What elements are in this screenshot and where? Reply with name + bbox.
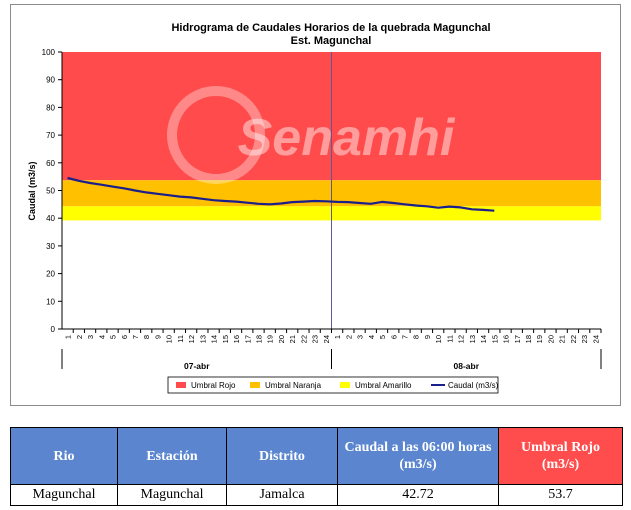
x-tick-label: 1 bbox=[333, 335, 342, 339]
x-tick-label: 7 bbox=[401, 335, 410, 339]
x-tick-label: 10 bbox=[434, 335, 443, 343]
header-caudal: Caudal a las 06:00 horas (m3/s) bbox=[337, 427, 499, 485]
y-tick-label: 40 bbox=[46, 214, 55, 223]
series-line-caudal bbox=[67, 176, 495, 212]
day-label: 07-abr bbox=[184, 361, 210, 371]
x-tick-label: 20 bbox=[547, 335, 556, 343]
chart-subtitle: Est. Magunchal bbox=[291, 35, 372, 47]
x-tick-label: 12 bbox=[187, 335, 196, 343]
y-tick-label: 20 bbox=[46, 270, 55, 279]
x-tick-label: 17 bbox=[513, 335, 522, 343]
x-tick-label: 1 bbox=[64, 335, 73, 339]
legend-swatch bbox=[250, 382, 260, 388]
x-tick-label: 4 bbox=[367, 335, 376, 339]
legend-entry: Caudal (m3/s) bbox=[448, 381, 499, 390]
y-tick-label: 100 bbox=[42, 48, 56, 57]
x-tick-label: 10 bbox=[165, 335, 174, 343]
x-tick-label: 8 bbox=[412, 335, 421, 339]
chart-frame: Hidrograma de Caudales Horarios de la qu… bbox=[10, 4, 621, 406]
x-tick-label: 8 bbox=[142, 335, 151, 339]
watermark-text: Senamhi bbox=[238, 109, 456, 167]
x-tick-label: 3 bbox=[356, 335, 365, 339]
chart-title: Hidrograma de Caudales Horarios de la qu… bbox=[171, 22, 490, 34]
x-tick-label: 24 bbox=[322, 335, 331, 343]
x-tick-label: 11 bbox=[445, 335, 454, 343]
x-tick-label: 23 bbox=[311, 335, 320, 343]
x-tick-label: 21 bbox=[288, 335, 297, 343]
cell-rio: Magunchal bbox=[10, 484, 118, 506]
day-label: 08-abr bbox=[453, 361, 479, 371]
hydrograph-chart: Hidrograma de Caudales Horarios de la qu… bbox=[27, 22, 602, 394]
x-tick-label: 19 bbox=[535, 335, 544, 343]
chart-legend: Umbral Rojo Umbral Naranja Umbral Amarillo… bbox=[167, 376, 499, 394]
cell-distrito: Jamalca bbox=[226, 484, 338, 506]
x-tick-label: 21 bbox=[558, 335, 567, 343]
y-tick-label: 30 bbox=[46, 242, 55, 251]
x-tick-label: 22 bbox=[569, 335, 578, 343]
x-tick-label: 15 bbox=[490, 335, 499, 343]
legend-entry: Umbral Naranja bbox=[265, 381, 322, 390]
cell-caudal: 42.72 bbox=[337, 484, 499, 506]
y-tick-label: 70 bbox=[46, 131, 55, 140]
x-tick-label: 23 bbox=[580, 335, 589, 343]
x-tick-label: 9 bbox=[423, 335, 432, 339]
x-tick-label: 14 bbox=[210, 335, 219, 343]
header-estacion: Estación bbox=[117, 427, 227, 485]
header-umbral-rojo: Umbral Rojo (m3/s) bbox=[498, 427, 623, 485]
x-tick-label: 22 bbox=[299, 335, 308, 343]
legend-box bbox=[167, 376, 499, 394]
x-tick-label: 4 bbox=[97, 335, 106, 339]
table-header-row: Rio Estación Distrito Caudal a las 06:00… bbox=[10, 427, 623, 485]
y-tick-label: 90 bbox=[46, 76, 55, 85]
x-tick-label: 20 bbox=[277, 335, 286, 343]
header-rio: Rio bbox=[10, 427, 118, 485]
x-tick-label: 17 bbox=[243, 335, 252, 343]
legend-entry: Umbral Amarillo bbox=[355, 381, 412, 390]
watermark-logo bbox=[167, 86, 265, 184]
table-row: Magunchal Magunchal Jamalca 42.72 53.7 bbox=[10, 484, 623, 506]
y-tick-label: 80 bbox=[46, 103, 55, 112]
x-tick-label: 9 bbox=[153, 335, 162, 339]
x-tick-label: 3 bbox=[86, 335, 95, 339]
summary-table: Rio Estación Distrito Caudal a las 06:00… bbox=[10, 427, 623, 506]
x-tick-label: 13 bbox=[198, 335, 207, 343]
y-tick-label: 50 bbox=[46, 187, 55, 196]
x-tick-label: 7 bbox=[131, 335, 140, 339]
x-tick-label: 5 bbox=[109, 335, 118, 339]
legend-entry: Umbral Rojo bbox=[191, 381, 236, 390]
x-tick-label: 16 bbox=[502, 335, 511, 343]
x-tick-label: 5 bbox=[378, 335, 387, 339]
x-tick-label: 12 bbox=[457, 335, 466, 343]
y-tick-label: 0 bbox=[51, 325, 56, 334]
y-tick-label: 60 bbox=[46, 159, 55, 168]
x-tick-label: 11 bbox=[176, 335, 185, 343]
legend-swatch bbox=[176, 382, 186, 388]
y-tick-label: 10 bbox=[46, 297, 55, 306]
x-tick-label: 18 bbox=[524, 335, 533, 343]
x-tick-label: 19 bbox=[266, 335, 275, 343]
x-tick-label: 14 bbox=[479, 335, 488, 343]
x-tick-label: 15 bbox=[221, 335, 230, 343]
cell-umbral-rojo: 53.7 bbox=[498, 484, 623, 506]
x-tick-label: 2 bbox=[344, 335, 353, 339]
x-tick-label: 24 bbox=[591, 335, 600, 343]
y-axis-label: Caudal (m3/s) bbox=[27, 161, 37, 220]
x-tick-label: 6 bbox=[389, 335, 398, 339]
legend-swatch bbox=[340, 382, 350, 388]
x-tick-label: 16 bbox=[232, 335, 241, 343]
x-tick-label: 18 bbox=[255, 335, 264, 343]
cell-estacion: Magunchal bbox=[117, 484, 227, 506]
header-distrito: Distrito bbox=[226, 427, 338, 485]
x-tick-label: 13 bbox=[468, 335, 477, 343]
x-tick-label: 2 bbox=[75, 335, 84, 339]
x-tick-label: 6 bbox=[120, 335, 129, 339]
